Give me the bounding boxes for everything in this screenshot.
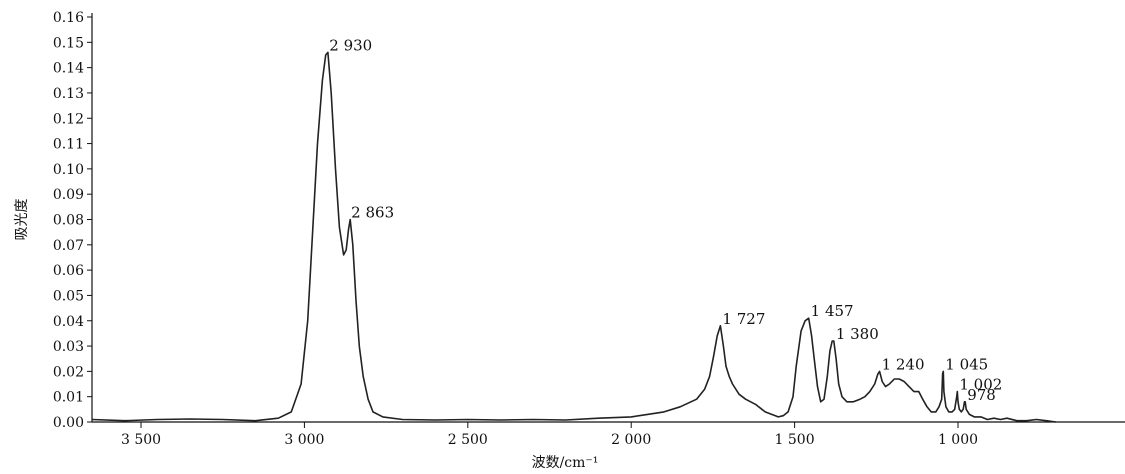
y-tick-label: 0.10 (53, 162, 84, 178)
peak-label: 2 930 (329, 36, 372, 54)
x-tick-label: 2 000 (611, 432, 651, 448)
x-axis-title: 波数/cm⁻¹ (532, 455, 599, 471)
spectrum-line (91, 51, 1057, 423)
peak-label: 1 002 (959, 376, 1002, 394)
y-tick-label: 0.09 (53, 187, 84, 203)
y-tick-label: 0.13 (53, 86, 84, 102)
y-tick-label: 0.11 (53, 137, 84, 153)
y-tick-label: 0.06 (53, 263, 84, 279)
y-tick-label: 0.14 (53, 61, 84, 77)
y-tick-label: 0.08 (53, 213, 84, 229)
peak-label: 1 240 (882, 355, 925, 373)
peak-label: 1 727 (722, 310, 765, 328)
y-tick-label: 0.12 (53, 111, 84, 127)
peak-label: 1 380 (836, 325, 879, 343)
x-tick-label: 3 000 (284, 432, 324, 448)
y-axis-title: 吸光度 (14, 199, 30, 241)
peak-label: 1 045 (945, 355, 988, 373)
y-tick-label: 0.00 (53, 415, 84, 431)
peak-label: 978 (967, 386, 996, 404)
y-tick-label: 0.15 (53, 35, 84, 51)
x-tick-label: 1 500 (775, 432, 815, 448)
y-axis: 0.00 0.01 0.02 0.03 0.04 0.05 0.06 0.07 0.08 0.09… (53, 10, 93, 431)
x-tick-label: 2 500 (448, 432, 488, 448)
x-axis: 3 500 3 000 2 500 2 000 1 500 1 000 (92, 421, 1125, 448)
x-tick-label: 3 500 (121, 432, 161, 448)
y-tick-label: 0.16 (53, 10, 84, 26)
y-tick-label: 0.04 (53, 314, 84, 330)
y-tick-label: 0.03 (53, 339, 84, 355)
y-tick-label: 0.01 (53, 390, 84, 406)
y-tick-label: 0.05 (53, 288, 84, 304)
peak-label: 2 863 (351, 204, 394, 222)
y-tick-label: 0.02 (53, 364, 84, 380)
x-tick-label: 1 000 (938, 432, 978, 448)
y-tick-label: 0.07 (53, 238, 84, 254)
peak-label: 1 457 (811, 302, 854, 320)
